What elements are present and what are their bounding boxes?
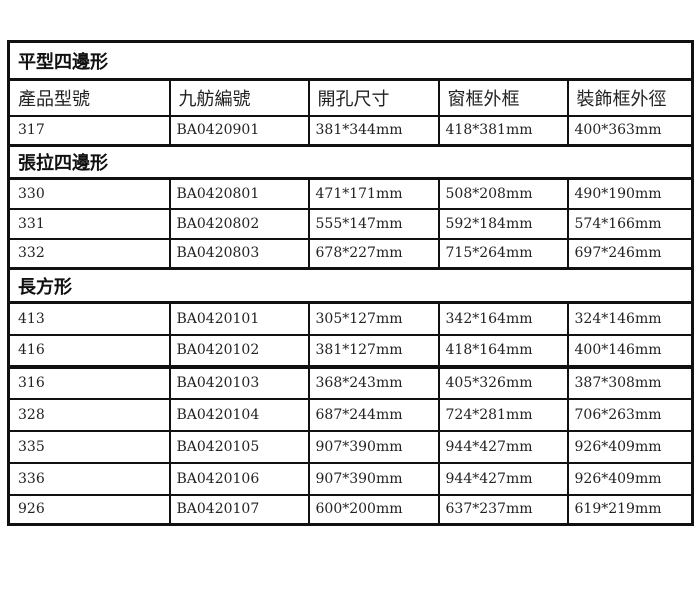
- table-cell: BA0420901: [168, 114, 310, 147]
- table-cell: BA0420102: [168, 333, 310, 368]
- column-header: 窗框外框: [437, 78, 569, 117]
- section-title: 長方形: [7, 267, 694, 304]
- table-cell: 555*147mm: [307, 207, 440, 240]
- table-cell: 305*127mm: [307, 301, 440, 336]
- table-cell: 416: [7, 333, 171, 368]
- table-cell: 592*184mm: [437, 207, 569, 240]
- table-row: 317 BA0420901 381*344mm 418*381mm 400*363mm: [7, 114, 694, 147]
- table-cell: 368*243mm: [307, 364, 440, 400]
- table-cell: 324*146mm: [566, 301, 694, 336]
- table-cell: 637*237mm: [437, 493, 569, 526]
- table-cell: 381*344mm: [307, 114, 440, 147]
- column-header: 裝飾框外徑: [566, 78, 694, 117]
- table-cell: 342*164mm: [437, 301, 569, 336]
- table-cell: 418*381mm: [437, 114, 569, 147]
- column-header: 九舫編號: [168, 78, 310, 117]
- table-cell: 944*427mm: [437, 429, 569, 464]
- table-cell: BA0420103: [168, 364, 310, 400]
- table-cell: 317: [7, 114, 171, 147]
- table-cell: 471*171mm: [307, 177, 440, 210]
- table-cell: 574*166mm: [566, 207, 694, 240]
- table-row: 330 BA0420801 471*171mm 508*208mm 490*190mm: [7, 177, 694, 210]
- table-cell: BA0420802: [168, 207, 310, 240]
- table-row: 926 BA0420107 600*200mm 637*237mm 619*219mm: [7, 493, 694, 526]
- section-title: 平型四邊形: [7, 40, 694, 81]
- column-header-row: 產品型號 九舫編號 開孔尺寸 窗框外框 裝飾框外徑: [7, 78, 694, 117]
- table-row: 336 BA0420106 907*390mm 944*427mm 926*409mm: [7, 461, 694, 496]
- table-row: 331 BA0420802 555*147mm 592*184mm 574*166mm: [7, 207, 694, 240]
- table-cell: 678*227mm: [307, 237, 440, 270]
- product-size-table: 平型四邊形 產品型號 九舫編號 開孔尺寸 窗框外框 裝飾框外徑 317 BA0420901 38…: [7, 40, 695, 526]
- table-cell: 926*409mm: [566, 461, 694, 496]
- table-cell: 400*363mm: [566, 114, 694, 147]
- table-cell: 331: [7, 207, 171, 240]
- table-cell: 926*409mm: [566, 429, 694, 464]
- section-title: 張拉四邊形: [7, 144, 694, 180]
- column-header: 產品型號: [7, 78, 171, 117]
- table-cell: 724*281mm: [437, 397, 569, 432]
- table-row: 332 BA0420803 678*227mm 715*264mm 697*246mm: [7, 237, 694, 270]
- table-cell: 907*390mm: [307, 461, 440, 496]
- table-cell: 413: [7, 301, 171, 336]
- column-header: 開孔尺寸: [307, 78, 440, 117]
- table-cell: 926: [7, 493, 171, 526]
- table-cell: 715*264mm: [437, 237, 569, 270]
- table-cell: 316: [7, 364, 171, 400]
- table-cell: 400*146mm: [566, 333, 694, 368]
- table-row: 413 BA0420101 305*127mm 342*164mm 324*146mm: [7, 301, 694, 336]
- table-cell: BA0420105: [168, 429, 310, 464]
- table-cell: 328: [7, 397, 171, 432]
- table-cell: 600*200mm: [307, 493, 440, 526]
- section-header-row: 長方形: [7, 267, 694, 304]
- table-row: 328 BA0420104 687*244mm 724*281mm 706*263mm: [7, 397, 694, 432]
- table-cell: BA0420107: [168, 493, 310, 526]
- section-header-row: 平型四邊形: [7, 40, 694, 81]
- table-row: 416 BA0420102 381*127mm 418*164mm 400*146mm: [7, 333, 694, 368]
- table-cell: 697*246mm: [566, 237, 694, 270]
- table-cell: 418*164mm: [437, 333, 569, 368]
- table-cell: 490*190mm: [566, 177, 694, 210]
- table-cell: BA0420801: [168, 177, 310, 210]
- table-cell: 381*127mm: [307, 333, 440, 368]
- table-cell: 332: [7, 237, 171, 270]
- table-cell: 944*427mm: [437, 461, 569, 496]
- table-cell: BA0420104: [168, 397, 310, 432]
- table-row: 335 BA0420105 907*390mm 944*427mm 926*409mm: [7, 429, 694, 464]
- table-cell: 706*263mm: [566, 397, 694, 432]
- section-header-row: 張拉四邊形: [7, 144, 694, 180]
- table-cell: 330: [7, 177, 171, 210]
- table-cell: 619*219mm: [566, 493, 694, 526]
- table-cell: 907*390mm: [307, 429, 440, 464]
- table-cell: 405*326mm: [437, 364, 569, 400]
- table-cell: 387*308mm: [566, 364, 694, 400]
- table-cell: 687*244mm: [307, 397, 440, 432]
- table-cell: BA0420101: [168, 301, 310, 336]
- table-cell: 336: [7, 461, 171, 496]
- table-cell: 335: [7, 429, 171, 464]
- table-cell: BA0420106: [168, 461, 310, 496]
- table-cell: 508*208mm: [437, 177, 569, 210]
- table-row: 316 BA0420103 368*243mm 405*326mm 387*308mm: [7, 364, 694, 400]
- table-cell: BA0420803: [168, 237, 310, 270]
